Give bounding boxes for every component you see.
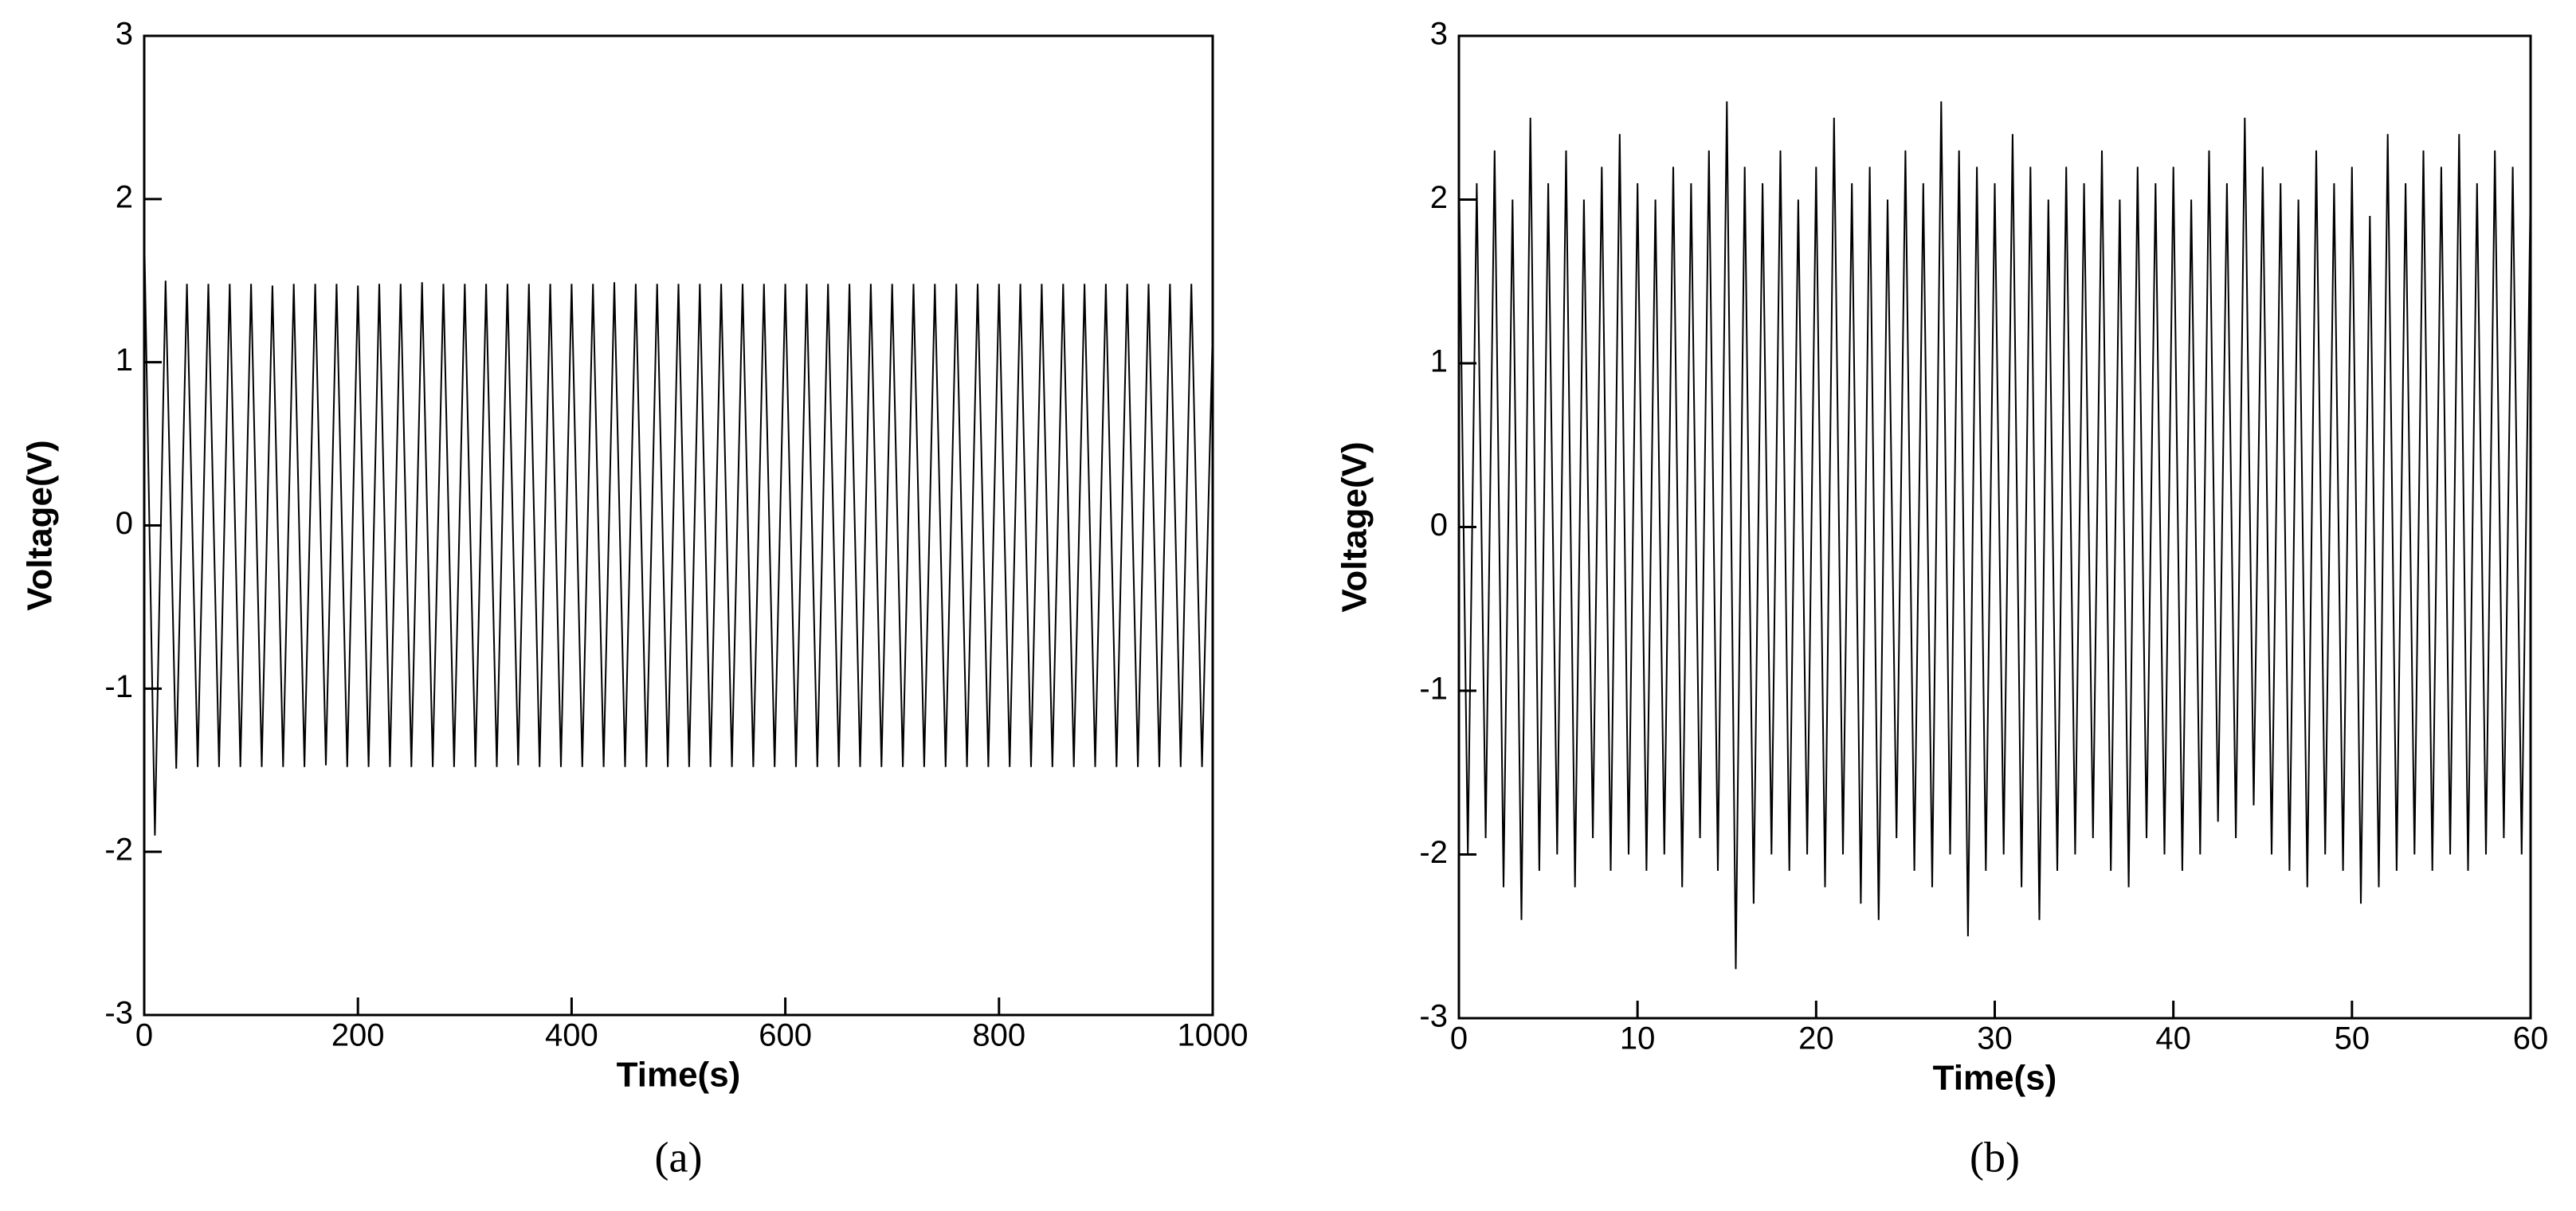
x-tick-label: 60	[2513, 1021, 2549, 1056]
panel-label: (a)	[655, 1133, 703, 1181]
x-tick-label: 20	[1798, 1021, 1834, 1056]
x-tick-label: 400	[545, 1018, 598, 1053]
plot-frame	[143, 34, 1214, 1017]
y-tick-label: 2	[1430, 180, 1448, 215]
y-tick-label: 1	[116, 343, 133, 378]
y-tick-label: -1	[104, 669, 133, 704]
signal-line	[1458, 101, 2531, 970]
y-tick-label: 2	[116, 179, 133, 214]
y-tick-label: 0	[116, 506, 133, 541]
y-tick-label: -2	[1419, 835, 1448, 870]
x-tick-label: 800	[972, 1018, 1025, 1053]
x-tick-label: 600	[759, 1018, 812, 1053]
x-tick-label: 30	[1977, 1021, 2013, 1056]
y-tick-label: 1	[1430, 344, 1448, 379]
y-axis-title: Voltage(V)	[1335, 441, 1374, 612]
y-tick-label: -1	[1419, 672, 1448, 707]
x-tick-label: 10	[1620, 1021, 1656, 1056]
y-tick-label: -3	[104, 996, 133, 1031]
signal-line	[143, 231, 1214, 836]
x-tick-label: 200	[331, 1018, 385, 1053]
x-tick-label: 0	[135, 1018, 153, 1053]
y-axis-title: Voltage(V)	[21, 440, 60, 610]
x-tick-label: 1000	[1178, 1018, 1249, 1053]
y-tick-label: -2	[104, 833, 133, 868]
x-tick-label: 50	[2335, 1021, 2370, 1056]
y-tick-label: 0	[1430, 508, 1448, 543]
panel-label: (b)	[1970, 1133, 2020, 1181]
x-axis-title: Time(s)	[617, 1056, 741, 1095]
y-tick-label: 3	[1430, 17, 1448, 52]
y-tick-label: -3	[1419, 999, 1448, 1034]
x-tick-label: 0	[1450, 1021, 1468, 1056]
y-tick-label: 3	[116, 17, 133, 52]
x-tick-label: 40	[2155, 1021, 2191, 1056]
x-axis-title: Time(s)	[1933, 1059, 2057, 1098]
